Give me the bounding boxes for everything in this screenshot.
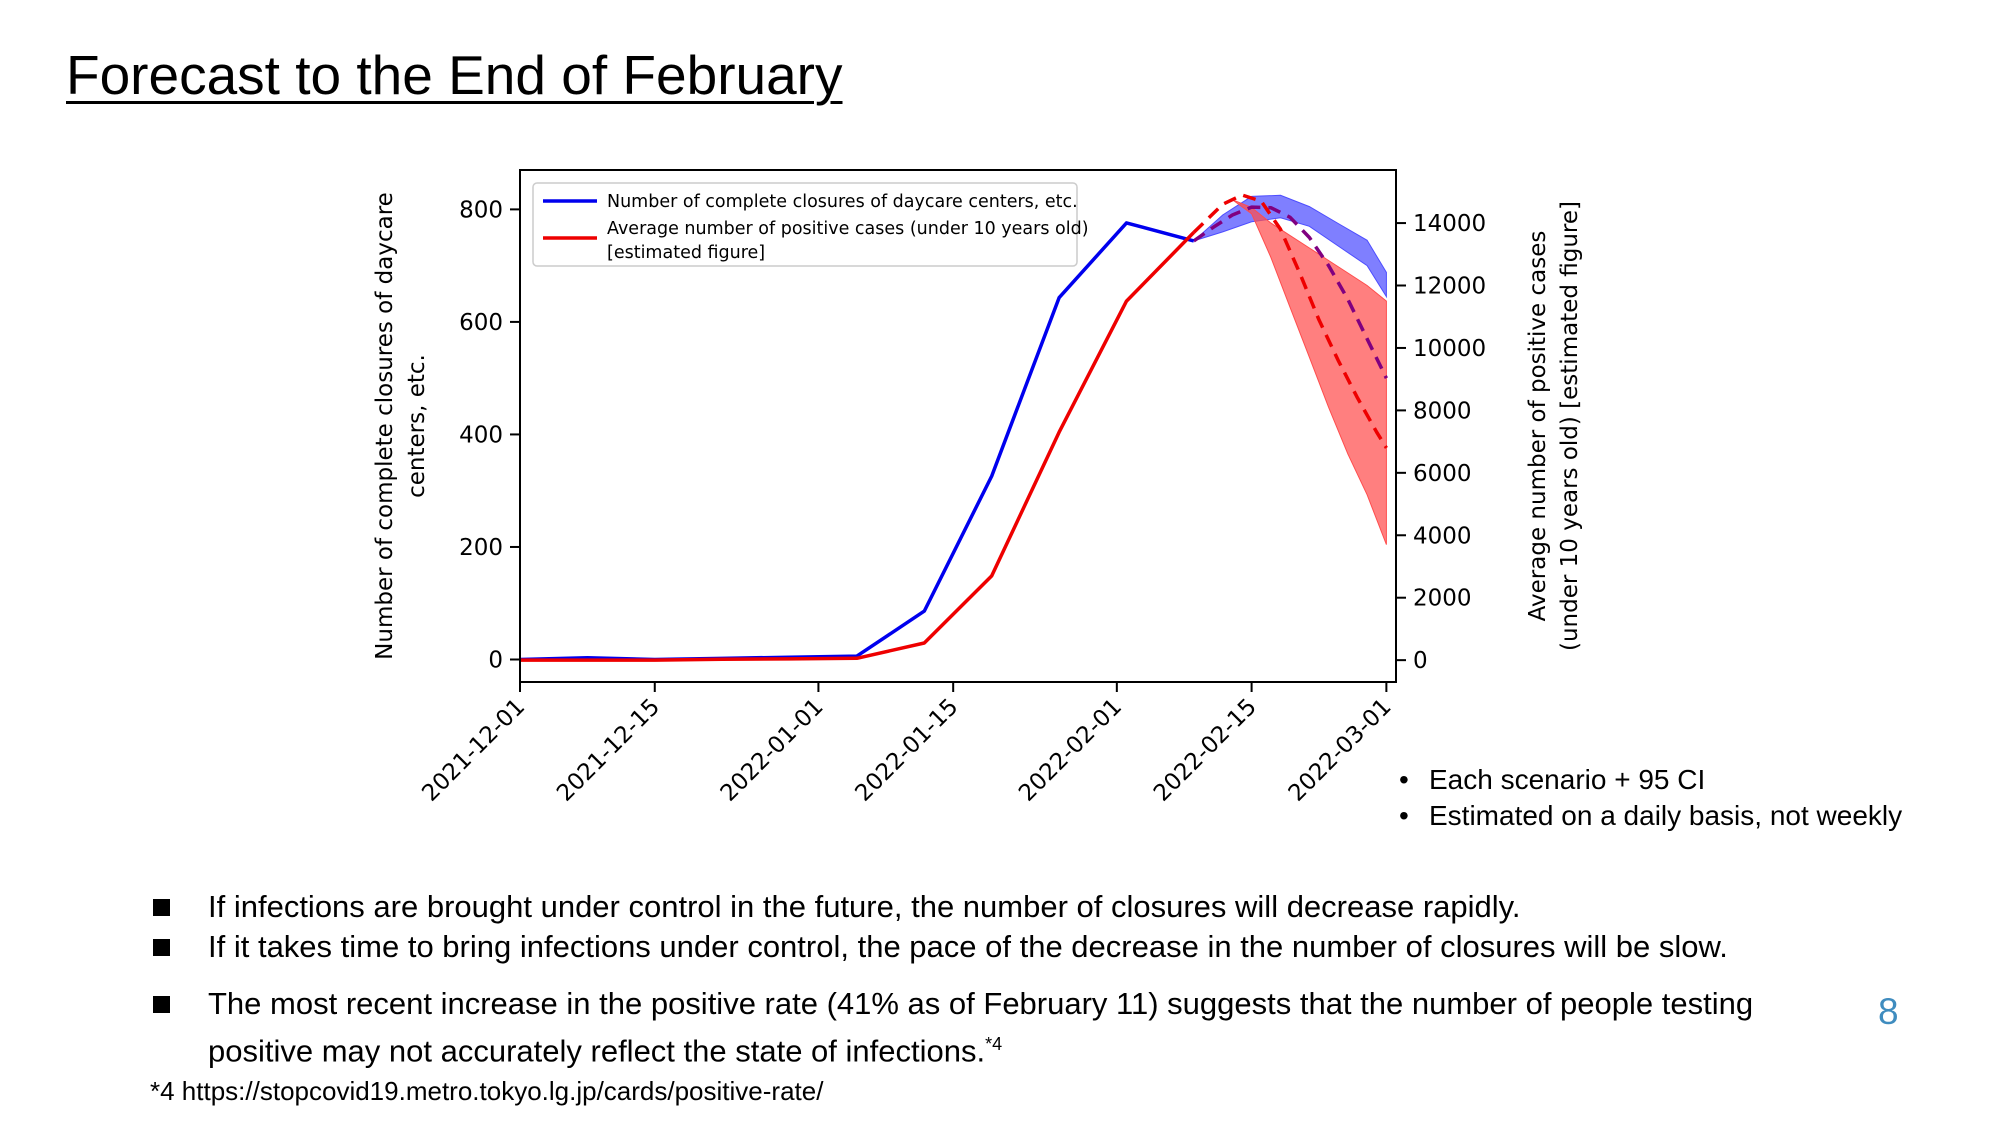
x-tick-label: 2022-01-15 <box>851 694 964 807</box>
bullet-text: If infections are brought under control … <box>208 889 1521 924</box>
slide-title: Forecast to the End of February <box>66 44 843 106</box>
y-right-tick-label: 2000 <box>1413 586 1472 612</box>
x-tick-label: 2022-02-15 <box>1149 694 1262 807</box>
footnote: *4 https://stopcovid19.metro.tokyo.lg.jp… <box>150 1076 824 1106</box>
x-tick-label: 2021-12-01 <box>417 694 530 807</box>
y-left-tick-label: 200 <box>459 535 503 561</box>
bullet-list: If infections are brought under control … <box>150 887 1850 1071</box>
y-right-tick-label: 0 <box>1413 648 1428 674</box>
y-left-tick-label: 800 <box>459 197 503 223</box>
note-item: Estimated on a daily basis, not weekly <box>1397 798 1957 834</box>
line-positive <box>520 231 1196 662</box>
y-left-tick-label: 0 <box>488 647 503 673</box>
x-tick-label: 2022-02-01 <box>1014 694 1127 807</box>
note-item: Each scenario + 95 CI <box>1397 762 1957 798</box>
y-left-tick-label: 400 <box>459 422 503 448</box>
line-positive-forecast <box>1192 193 1388 449</box>
y-left-axis-label-line1: Number of complete closures of daycare <box>372 192 398 660</box>
chart-notes: Each scenario + 95 CI Estimated on a dai… <box>1397 762 1957 834</box>
legend-label-positive-line1: Average number of positive cases (under … <box>607 219 1089 239</box>
bullet-item: If it takes time to bring infections und… <box>150 927 1850 967</box>
legend: Number of complete closures of daycare c… <box>532 182 1089 267</box>
bullet-item: The most recent increase in the positive… <box>150 984 1850 1071</box>
page-number: 8 <box>1878 991 1899 1032</box>
plot-frame <box>519 169 1397 683</box>
bullet-text: If it takes time to bring infections und… <box>208 929 1728 964</box>
y-right-axis-label-line1: Average number of positive cases <box>1525 231 1551 622</box>
y-right-axis-label-line2: (under 10 years old) [estimated figure] <box>1557 201 1583 651</box>
y-left-axis-label-line2: centers, etc. <box>404 354 430 498</box>
y-right-tick-label: 12000 <box>1413 274 1486 300</box>
series-lines <box>519 193 1388 662</box>
square-bullet-icon <box>153 939 170 956</box>
square-bullet-icon <box>153 996 170 1013</box>
confidence-bands <box>1193 194 1387 545</box>
y-right-tick-label: 6000 <box>1413 461 1472 487</box>
x-tick-label: 2022-01-01 <box>716 694 829 807</box>
y-right-tick-label: 14000 <box>1413 211 1486 237</box>
y-left-tick-label: 600 <box>459 310 503 336</box>
line-closures <box>519 221 1195 662</box>
y-right-tick-label: 4000 <box>1413 523 1472 549</box>
y-right-tick-label: 8000 <box>1413 398 1472 424</box>
legend-label-positive-line2: [estimated figure] <box>607 243 765 263</box>
bullet-item: If infections are brought under control … <box>150 887 1850 927</box>
legend-label-closures: Number of complete closures of daycare c… <box>607 192 1078 212</box>
line-closures-forecast <box>1192 205 1388 379</box>
x-tick-label: 2022-03-01 <box>1284 694 1397 807</box>
legend-box <box>532 182 1078 267</box>
x-tick-label: 2021-12-15 <box>552 694 665 807</box>
footnote-reference: *4 <box>985 1034 1003 1054</box>
square-bullet-icon <box>153 899 170 916</box>
y-right-tick-label: 10000 <box>1413 336 1486 362</box>
bullet-text: The most recent increase in the positive… <box>208 986 1754 1069</box>
band-fast-scenario-ci <box>1232 199 1387 545</box>
